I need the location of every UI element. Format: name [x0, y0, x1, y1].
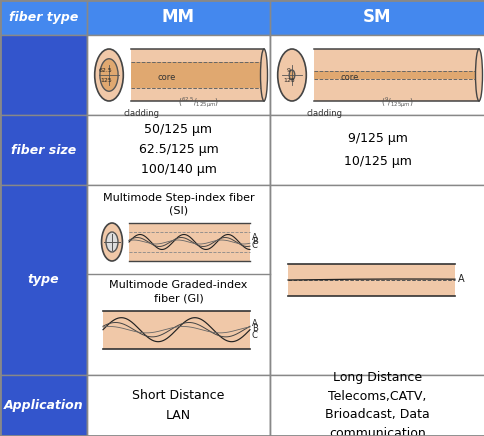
Bar — [131, 49, 263, 101]
Text: 50/125 μm
62.5/125 μm
100/140 μm: 50/125 μm 62.5/125 μm 100/140 μm — [138, 123, 218, 177]
Bar — [314, 71, 478, 79]
Text: C: C — [252, 241, 257, 250]
Bar — [270, 115, 484, 185]
Bar — [131, 62, 263, 88]
Text: core: core — [157, 74, 175, 82]
Text: cladding: cladding — [306, 109, 342, 117]
Bar — [270, 35, 484, 115]
Text: Multimode Step-index fiber
(SI): Multimode Step-index fiber (SI) — [103, 193, 254, 216]
Text: Short Distance
LAN: Short Distance LAN — [132, 389, 224, 422]
Text: MM: MM — [162, 8, 195, 27]
Ellipse shape — [106, 232, 118, 252]
Bar — [270, 375, 484, 436]
Text: 62.5: 62.5 — [99, 68, 113, 74]
Text: SM: SM — [363, 8, 391, 27]
Ellipse shape — [260, 49, 267, 101]
Ellipse shape — [101, 223, 122, 261]
Bar — [0, 35, 87, 115]
Bar — [87, 375, 270, 436]
Text: fiber size: fiber size — [11, 143, 76, 157]
Text: ($^{62.5}/_{125\mu m}$): ($^{62.5}/_{125\mu m}$) — [178, 95, 219, 110]
Ellipse shape — [474, 49, 482, 101]
Text: fiber type: fiber type — [9, 11, 78, 24]
Text: C: C — [252, 331, 257, 340]
Text: 125: 125 — [283, 78, 294, 82]
Ellipse shape — [94, 49, 123, 101]
Bar — [314, 49, 478, 101]
Text: core: core — [340, 74, 358, 82]
Text: cladding: cladding — [124, 109, 160, 117]
Text: 9/125 μm
10/125 μm: 9/125 μm 10/125 μm — [343, 132, 410, 168]
Text: B: B — [252, 237, 257, 245]
Ellipse shape — [100, 59, 118, 91]
Bar — [129, 223, 249, 261]
Bar — [87, 115, 270, 185]
Text: A: A — [252, 233, 257, 242]
Bar — [87, 35, 270, 115]
Ellipse shape — [288, 70, 294, 80]
Bar — [287, 264, 454, 296]
Text: ($^{9}/_{125\mu m}$): ($^{9}/_{125\mu m}$) — [380, 95, 413, 110]
Text: 9: 9 — [287, 68, 290, 72]
Bar — [0, 115, 87, 185]
Bar — [0, 375, 87, 436]
Text: Multimode Graded-index
fiber (GI): Multimode Graded-index fiber (GI) — [109, 280, 247, 303]
Text: A: A — [252, 319, 257, 327]
Bar — [0, 185, 87, 375]
Text: Long Distance
Telecoms,CATV,
Brioadcast, Data
communication: Long Distance Telecoms,CATV, Brioadcast,… — [324, 371, 429, 436]
Ellipse shape — [277, 49, 306, 101]
Bar — [103, 311, 249, 349]
Text: 125: 125 — [100, 78, 112, 82]
Text: Application: Application — [4, 399, 83, 412]
Text: type: type — [28, 273, 59, 286]
Text: A: A — [457, 274, 464, 284]
Text: B: B — [252, 324, 257, 333]
Bar — [270, 185, 484, 375]
Bar — [87, 185, 270, 375]
Bar — [0, 0, 484, 35]
